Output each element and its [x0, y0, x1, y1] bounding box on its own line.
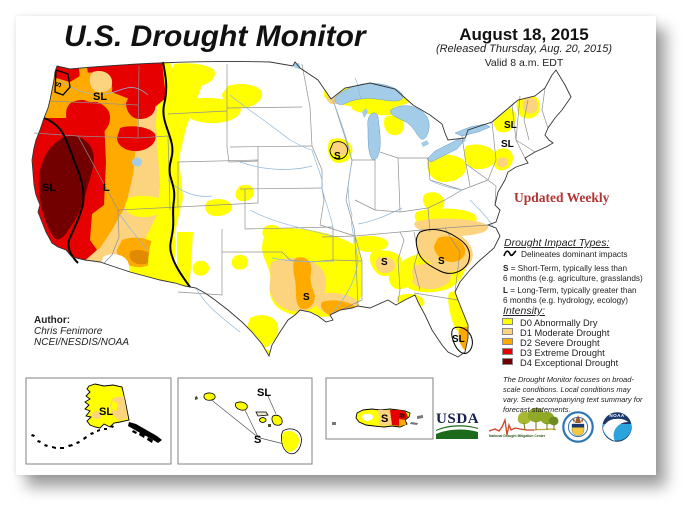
svg-text:National Drought Mitigation Ce: National Drought Mitigation Center: [489, 434, 546, 438]
svg-text:S: S: [254, 434, 261, 446]
svg-text:SL: SL: [501, 139, 514, 150]
svg-text:SL: SL: [93, 91, 107, 103]
svg-text:S: S: [303, 292, 310, 303]
svg-text:SL: SL: [42, 182, 56, 194]
svg-text:SL: SL: [504, 120, 517, 131]
svg-text:S: S: [438, 256, 445, 267]
svg-text:USDA: USDA: [436, 411, 479, 427]
svg-text:SL: SL: [99, 406, 113, 418]
svg-text:SL: SL: [452, 334, 465, 345]
svg-text:S: S: [334, 151, 341, 162]
svg-text:S: S: [53, 80, 64, 89]
svg-text:S: S: [381, 257, 388, 268]
svg-text:SL: SL: [257, 387, 271, 399]
svg-text:NOAA: NOAA: [609, 413, 624, 418]
svg-text:L: L: [103, 182, 110, 194]
svg-text:S: S: [381, 413, 388, 425]
